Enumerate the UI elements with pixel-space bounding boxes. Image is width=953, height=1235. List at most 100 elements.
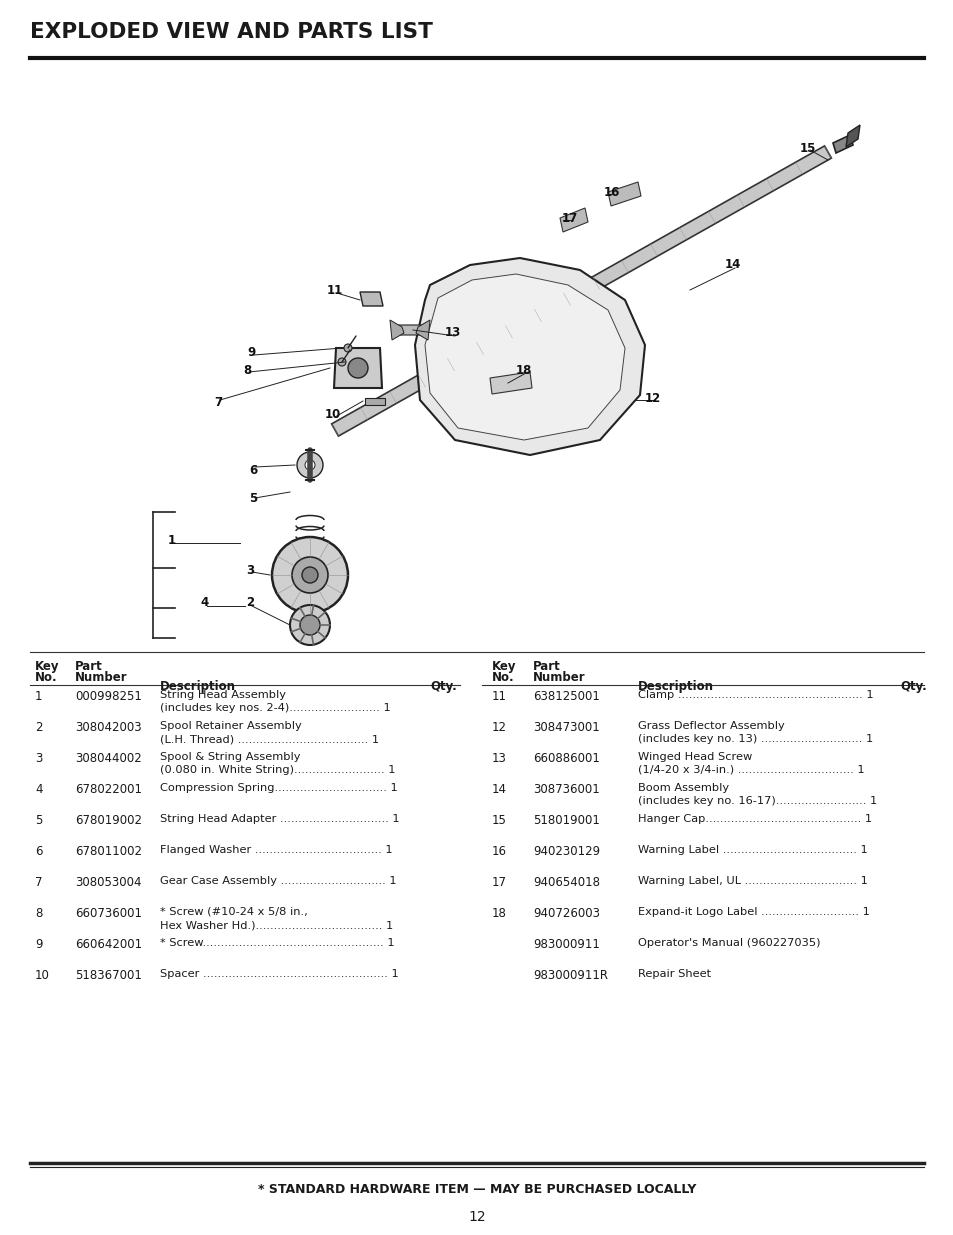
Text: 308736001: 308736001 [533, 783, 599, 797]
Text: 1: 1 [35, 690, 43, 703]
Text: (includes key no. 13) ............................ 1: (includes key no. 13) ..................… [638, 734, 872, 743]
Text: 10: 10 [35, 969, 50, 982]
Text: Gear Case Assembly ............................. 1: Gear Case Assembly .....................… [160, 876, 396, 885]
Text: Repair Sheet: Repair Sheet [638, 969, 710, 979]
Text: Grass Deflector Assembly: Grass Deflector Assembly [638, 721, 784, 731]
Text: 5: 5 [249, 492, 257, 505]
Text: 3: 3 [35, 752, 42, 764]
Circle shape [290, 605, 330, 645]
Text: Description: Description [638, 680, 713, 693]
Polygon shape [416, 320, 430, 340]
Text: 7: 7 [213, 395, 222, 409]
Text: 8: 8 [35, 906, 42, 920]
Text: Part: Part [75, 659, 103, 673]
Polygon shape [607, 182, 640, 206]
Text: 7: 7 [35, 876, 43, 889]
Polygon shape [490, 372, 532, 394]
Circle shape [299, 615, 319, 635]
Text: Clamp ................................................... 1: Clamp ..................................… [638, 690, 873, 700]
Text: 940654018: 940654018 [533, 876, 599, 889]
Text: Flanged Washer ................................... 1: Flanged Washer .........................… [160, 845, 393, 855]
Text: 4: 4 [35, 783, 43, 797]
Text: 6: 6 [35, 845, 43, 858]
Circle shape [302, 567, 317, 583]
Text: 678011002: 678011002 [75, 845, 142, 858]
Text: (L.H. Thread) .................................... 1: (L.H. Thread) ..........................… [160, 734, 378, 743]
Text: Hanger Cap........................................... 1: Hanger Cap..............................… [638, 814, 871, 824]
Text: 983000911R: 983000911R [533, 969, 607, 982]
Polygon shape [415, 258, 644, 454]
Text: 17: 17 [561, 211, 578, 225]
Polygon shape [424, 274, 624, 440]
Text: 660736001: 660736001 [75, 906, 142, 920]
Text: 660886001: 660886001 [533, 752, 599, 764]
Text: Qty.: Qty. [430, 680, 456, 693]
Text: Spool Retainer Assembly: Spool Retainer Assembly [160, 721, 301, 731]
Text: 15: 15 [492, 814, 506, 827]
Text: 660642001: 660642001 [75, 939, 142, 951]
Polygon shape [832, 135, 852, 153]
Text: Part: Part [533, 659, 560, 673]
Polygon shape [845, 125, 859, 147]
Text: 12: 12 [468, 1210, 485, 1224]
Text: String Head Assembly: String Head Assembly [160, 690, 286, 700]
Text: 16: 16 [492, 845, 506, 858]
Text: 1: 1 [168, 534, 176, 547]
Text: 940230129: 940230129 [533, 845, 599, 858]
Text: 308053004: 308053004 [75, 876, 141, 889]
Text: 13: 13 [444, 326, 460, 340]
Text: 8: 8 [243, 363, 251, 377]
Text: 308042003: 308042003 [75, 721, 141, 734]
Polygon shape [365, 398, 385, 405]
Text: (0.080 in. White String)......................... 1: (0.080 in. White String)................… [160, 764, 395, 776]
Text: 518019001: 518019001 [533, 814, 599, 827]
Text: 13: 13 [492, 752, 506, 764]
Text: (includes key nos. 2-4)......................... 1: (includes key nos. 2-4).................… [160, 703, 391, 713]
Polygon shape [395, 325, 428, 335]
Text: 17: 17 [492, 876, 506, 889]
Polygon shape [334, 348, 381, 388]
Text: 678022001: 678022001 [75, 783, 142, 797]
Text: Key: Key [492, 659, 516, 673]
Polygon shape [390, 320, 403, 340]
Text: Spacer ................................................... 1: Spacer .................................… [160, 969, 398, 979]
Text: 940726003: 940726003 [533, 906, 599, 920]
Text: * Screw (#10-24 x 5/8 in.,: * Screw (#10-24 x 5/8 in., [160, 906, 308, 918]
Text: 638125001: 638125001 [533, 690, 599, 703]
Text: Boom Assembly: Boom Assembly [638, 783, 728, 793]
Text: 10: 10 [325, 409, 341, 421]
Text: Winged Head Screw: Winged Head Screw [638, 752, 752, 762]
Text: * Screw.................................................. 1: * Screw.................................… [160, 939, 395, 948]
Text: Spool & String Assembly: Spool & String Assembly [160, 752, 300, 762]
Text: Number: Number [533, 671, 585, 684]
Text: 18: 18 [492, 906, 506, 920]
Text: EXPLODED VIEW AND PARTS LIST: EXPLODED VIEW AND PARTS LIST [30, 22, 433, 42]
Polygon shape [332, 146, 831, 436]
Circle shape [296, 452, 323, 478]
Text: 11: 11 [492, 690, 506, 703]
Text: 308473001: 308473001 [533, 721, 599, 734]
Text: No.: No. [492, 671, 514, 684]
Circle shape [337, 358, 346, 366]
Text: 518367001: 518367001 [75, 969, 142, 982]
Text: 12: 12 [492, 721, 506, 734]
Text: 11: 11 [327, 284, 343, 296]
Text: 6: 6 [249, 463, 257, 477]
Text: String Head Adapter .............................. 1: String Head Adapter ....................… [160, 814, 399, 824]
Text: 5: 5 [35, 814, 42, 827]
Text: 16: 16 [603, 185, 619, 199]
Text: 18: 18 [516, 363, 532, 377]
Polygon shape [359, 291, 382, 306]
Circle shape [305, 459, 314, 471]
Text: 4: 4 [201, 597, 209, 610]
Text: 2: 2 [246, 597, 253, 610]
Text: Description: Description [160, 680, 235, 693]
Text: 14: 14 [724, 258, 740, 272]
Text: Expand-it Logo Label ........................... 1: Expand-it Logo Label ...................… [638, 906, 869, 918]
Text: 12: 12 [644, 391, 660, 405]
Text: Warning Label, UL ............................... 1: Warning Label, UL ......................… [638, 876, 867, 885]
Text: 9: 9 [248, 346, 255, 358]
Text: 308044002: 308044002 [75, 752, 142, 764]
Text: Number: Number [75, 671, 128, 684]
Text: 14: 14 [492, 783, 506, 797]
